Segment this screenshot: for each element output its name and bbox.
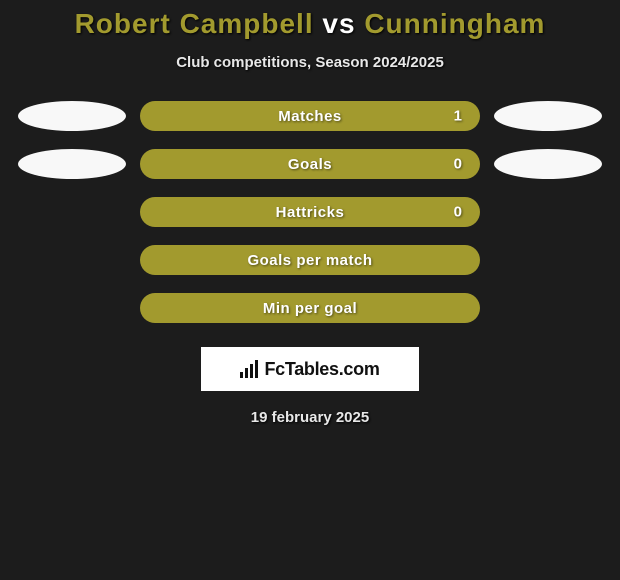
metric-label: Goals per match (247, 252, 372, 269)
right-ellipse-icon (494, 149, 602, 179)
brand-badge: FcTables.com (201, 347, 419, 391)
metric-value: 0 (454, 204, 462, 221)
metric-row: Matches 1 (0, 101, 620, 131)
metric-row: Min per goal (0, 293, 620, 323)
metric-bar: Goals 0 (140, 149, 480, 179)
metric-label: Matches (278, 108, 342, 125)
brand-text: FcTables.com (264, 359, 379, 380)
date-label: 19 february 2025 (0, 409, 620, 426)
subtitle: Club competitions, Season 2024/2025 (0, 54, 620, 71)
metric-label: Hattricks (276, 204, 345, 221)
metric-row: Goals 0 (0, 149, 620, 179)
metric-bar: Matches 1 (140, 101, 480, 131)
left-ellipse-icon (18, 149, 126, 179)
metric-value: 1 (454, 108, 462, 125)
metrics-rows: Matches 1 Goals 0 Hattricks 0 Goals per match M… (0, 101, 620, 323)
title-player1: Robert Campbell (75, 8, 314, 39)
metric-bar: Min per goal (140, 293, 480, 323)
left-ellipse-icon (18, 101, 126, 131)
right-ellipse-icon (494, 101, 602, 131)
title-player2: Cunningham (364, 8, 545, 39)
metric-row: Goals per match (0, 245, 620, 275)
page-title: Robert Campbell vs Cunningham (0, 8, 620, 40)
metric-row: Hattricks 0 (0, 197, 620, 227)
metric-bar: Hattricks 0 (140, 197, 480, 227)
metric-label: Goals (288, 156, 332, 173)
metric-bar: Goals per match (140, 245, 480, 275)
bar-chart-icon (240, 360, 258, 378)
comparison-infographic: Robert Campbell vs Cunningham Club compe… (0, 0, 620, 426)
metric-value: 0 (454, 156, 462, 173)
title-vs: vs (322, 8, 355, 39)
metric-label: Min per goal (263, 300, 357, 317)
